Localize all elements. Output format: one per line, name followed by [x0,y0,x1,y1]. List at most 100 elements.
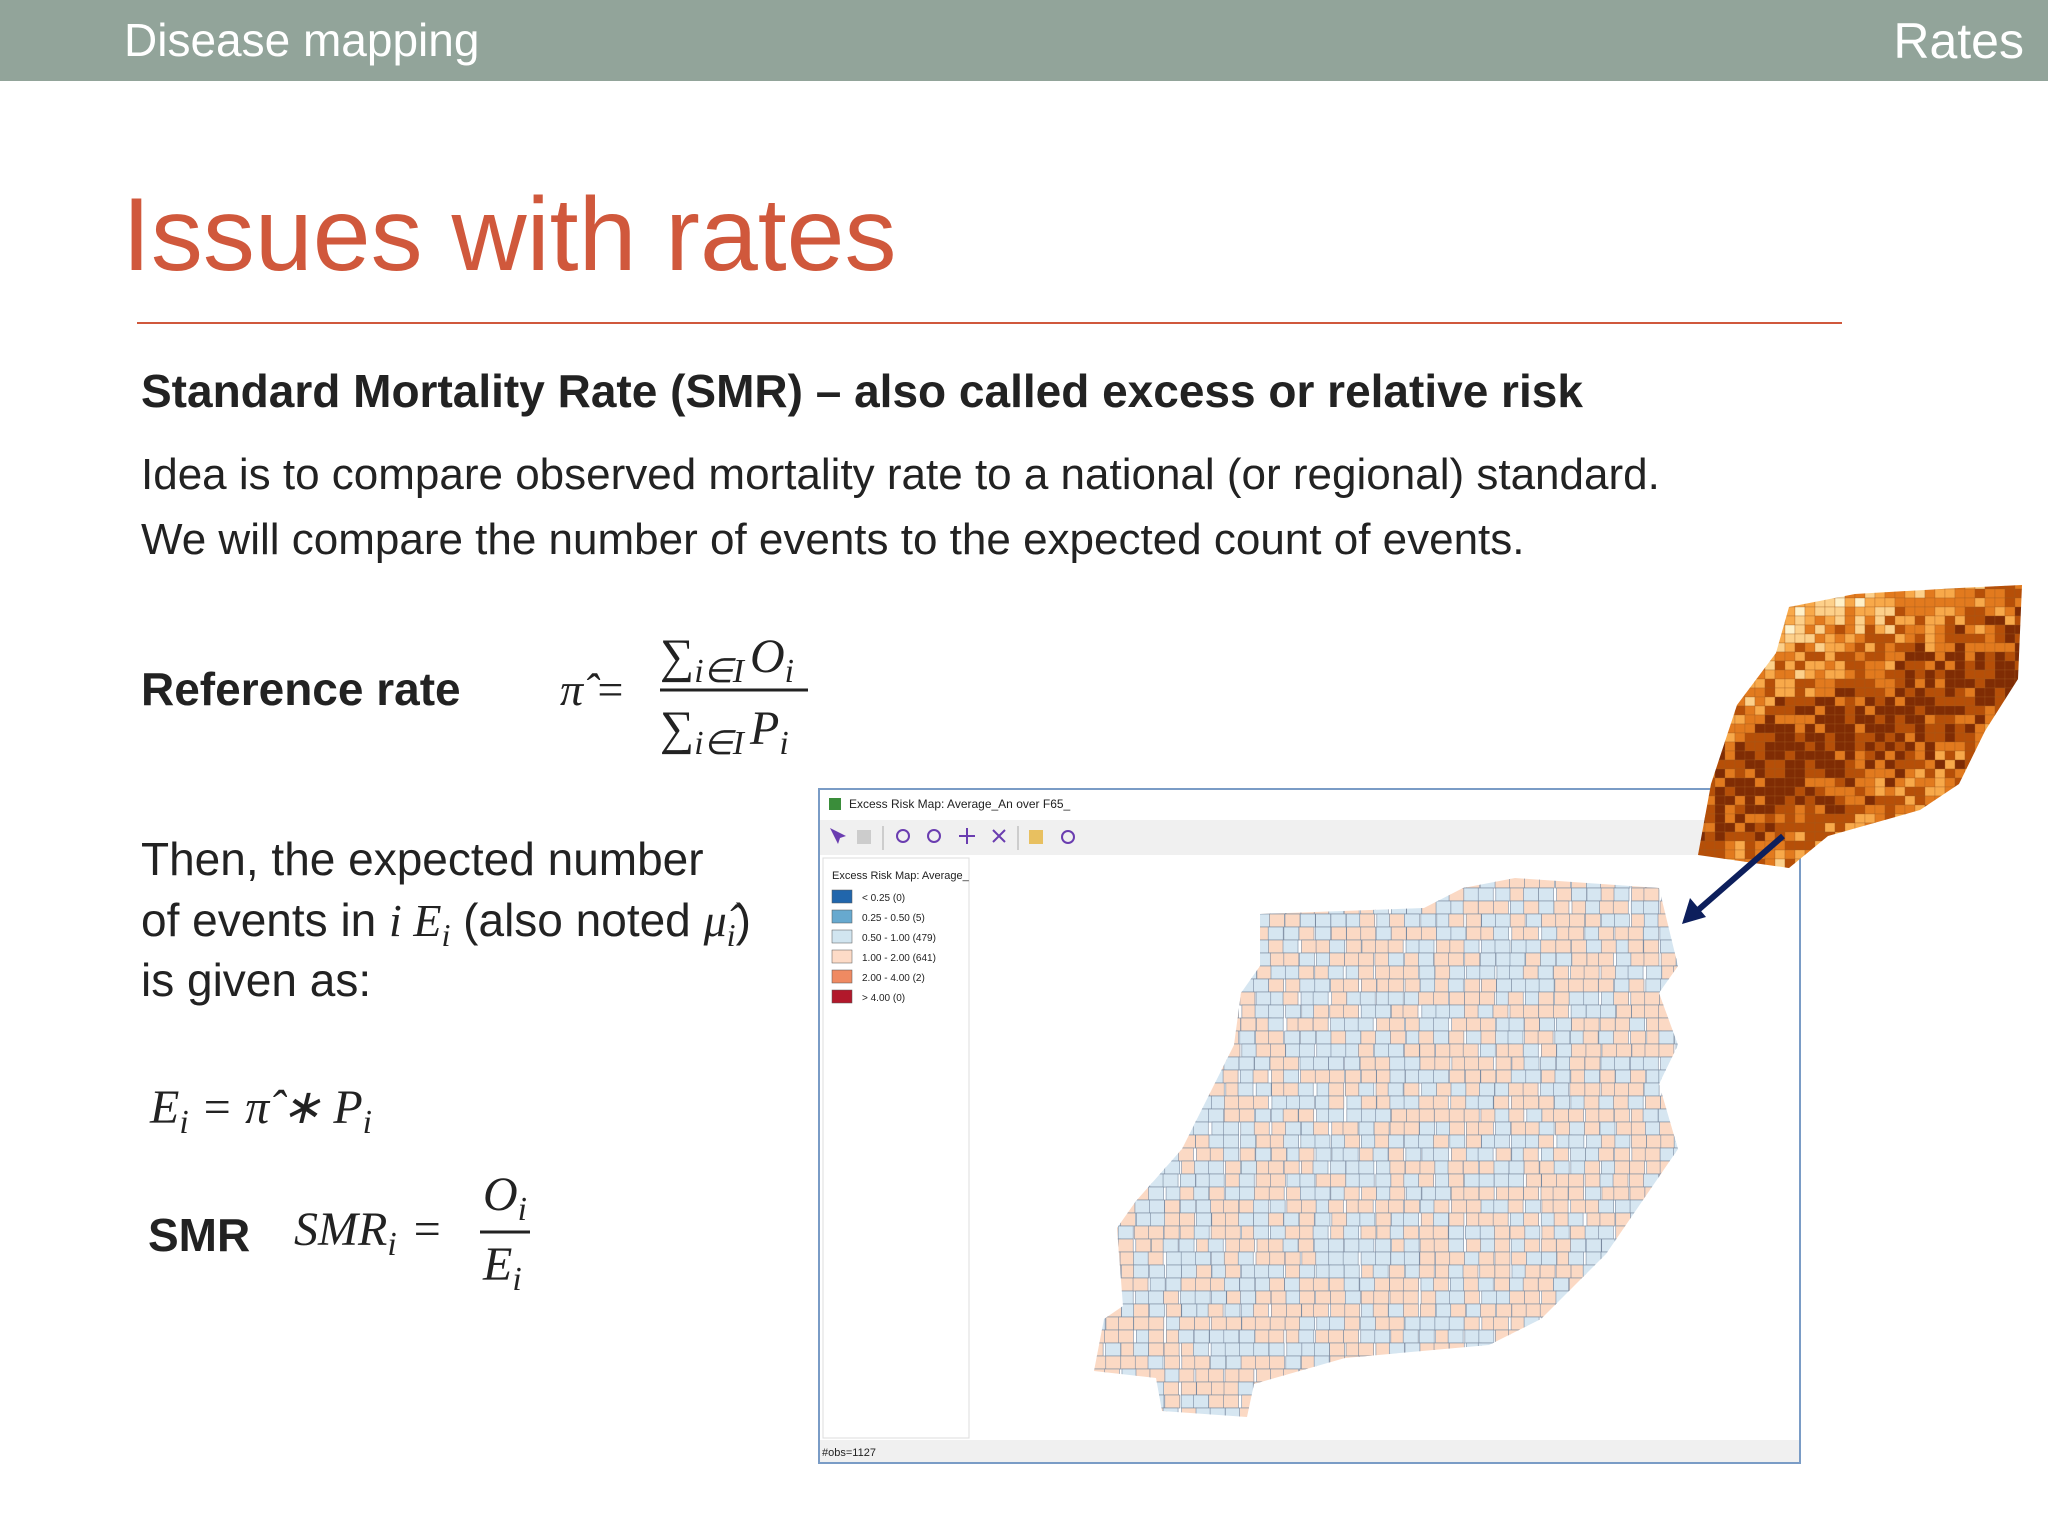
thumb-region [1954,642,1966,653]
thumb-region [1904,651,1916,662]
thumb-region [1784,840,1796,851]
thumb-region [1784,813,1796,824]
thumb-region [1774,597,1786,608]
map-region [1166,1251,1182,1266]
thumb-region [1824,741,1836,752]
map-region [1480,952,1496,967]
map-region [1405,1264,1421,1279]
map-region [1373,1290,1390,1305]
map-region [1345,1069,1361,1084]
thumb-region [2004,822,2016,833]
thumb-region [2004,831,2016,842]
thumb-region [1884,642,1896,653]
tool-layer[interactable] [1029,830,1043,844]
map-region [1598,978,1614,993]
map-region [1464,978,1481,993]
map-region [1403,1277,1419,1292]
thumb-region [1914,615,1926,626]
map-region [1477,1147,1494,1162]
thumb-region [1834,795,1846,806]
thumb-region [1944,588,1956,599]
map-region [1148,1290,1164,1305]
map-region [1375,1212,1392,1227]
thumb-region [1824,777,1836,788]
thumb-region [1984,822,1996,833]
thumb-region [2004,633,2016,644]
thumb-region [1964,768,1976,779]
thumb-region [1934,813,1946,824]
formula-part: P [332,1081,362,1134]
thumb-region [1994,867,2006,868]
map-region [1164,1355,1180,1370]
thumb-region [1698,714,1706,725]
arrow-line [1695,833,1785,914]
map-region [1148,1186,1164,1201]
map-region [1284,1225,1301,1240]
map-region [1405,1017,1421,1032]
map-region [1346,913,1362,928]
thumb-region [1834,714,1846,725]
thumb-region [1964,585,1976,590]
thumb-region [1704,741,1716,752]
map-region [1210,1225,1227,1240]
tool-zoom-out[interactable] [927,829,941,843]
map-region [1449,1134,1466,1149]
thumb-region [2004,795,2016,806]
thumb-region [1934,651,1946,662]
map-region [1509,1004,1526,1019]
thumb-region [1794,678,1806,689]
map-region [1208,1160,1224,1175]
thumb-region [1954,597,1966,608]
thumb-region [1744,732,1756,743]
tool-select[interactable] [830,828,846,844]
map-region [1255,1251,1272,1266]
thumb-region [1984,585,1996,590]
map-region [1343,1329,1359,1344]
map-region [1271,1303,1287,1318]
tool-zoom-in[interactable] [896,829,910,843]
map-region [1643,939,1660,954]
thumb-region [1964,678,1976,689]
thumb-region [1744,678,1756,689]
map-region [1480,1108,1497,1123]
map-region [1612,1173,1629,1188]
thumb-region [1874,588,1886,599]
map-region [1286,1303,1302,1318]
thumb-region [1824,678,1836,689]
tool-extent[interactable] [992,829,1006,843]
map-region [1240,1134,1256,1149]
map-region [1478,1212,1495,1227]
thumb-region [1954,795,1966,806]
thumb-region [1994,705,2006,716]
map-region [1481,913,1497,928]
tool-pan[interactable] [959,828,975,844]
map-region [1463,939,1480,954]
map-region [1644,1004,1660,1019]
map-region [1403,1225,1419,1240]
map-region [1541,1173,1558,1188]
thumb-region [1934,585,1946,590]
tool-copy[interactable] [857,830,871,844]
thumb-region [2004,867,2016,868]
map-region [1571,952,1588,967]
thumb-region [1724,669,1736,680]
map-region [1342,1251,1359,1266]
thumb-region [1764,669,1776,680]
thumb-region [1944,678,1956,689]
map-region [1389,1290,1406,1305]
thumb-region [2004,678,2016,689]
thumb-region [1934,849,1946,860]
thumb-region [1944,714,1956,725]
map-region [1376,1095,1393,1110]
map-region [1375,1030,1391,1045]
thumb-region [1864,831,1876,842]
map-region [1346,1095,1363,1110]
map-region [1253,978,1269,993]
map-region [1478,1251,1495,1266]
map-region [1237,1082,1254,1097]
map-region [1299,1225,1316,1240]
map-region [1360,1004,1377,1019]
tool-refresh[interactable] [1061,830,1075,844]
thumb-region [1924,858,1936,868]
legend-swatch [831,989,853,1004]
